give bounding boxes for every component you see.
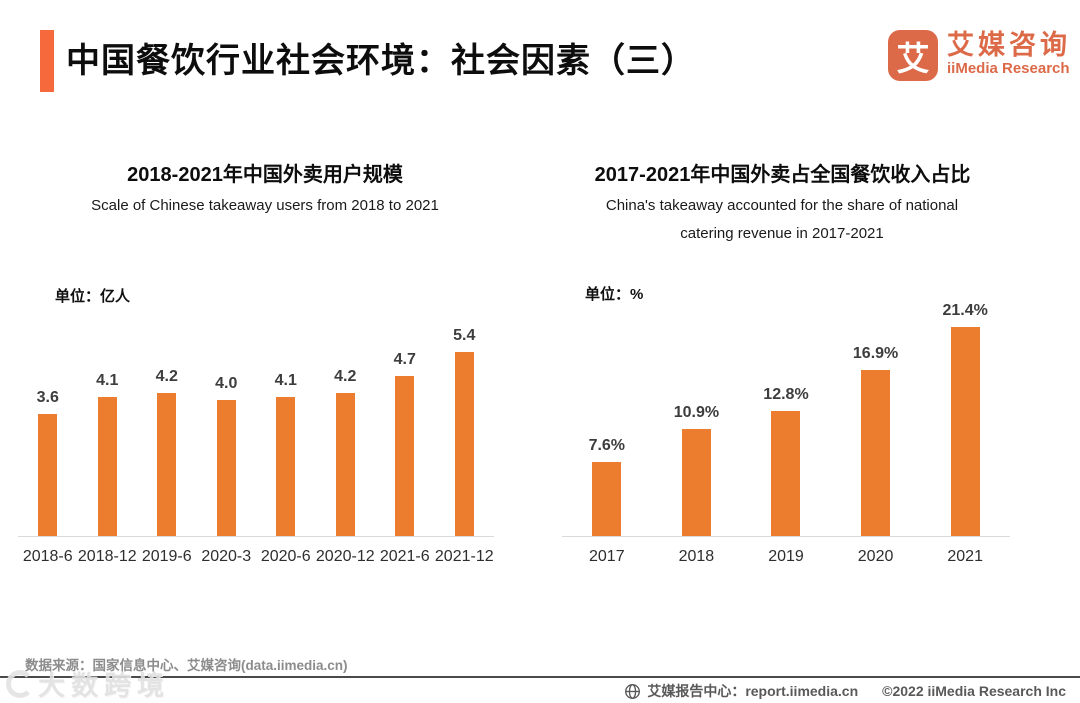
- bar-column: 4.1: [78, 322, 138, 536]
- bar-column: 12.8%: [741, 302, 831, 536]
- footer-right: 艾媒报告中心：report.iimedia.cn ©2022 iiMedia R…: [624, 681, 1066, 701]
- bar-value-label: 4.7: [393, 351, 416, 368]
- chart-share-x-axis: 2017 2018 2019 2020 2021: [562, 548, 1010, 566]
- copyright-text: ©2022 iiMedia Research Inc: [882, 683, 1066, 699]
- iimedia-logo: 艾 艾媒咨询 iiMedia Research: [888, 30, 1071, 81]
- bar-column: 21.4%: [920, 302, 1010, 536]
- bar: [681, 429, 711, 536]
- chart-share-unit-label: 单位：%: [585, 286, 644, 303]
- bar-column: 4.2: [316, 322, 376, 536]
- bar: [861, 370, 891, 536]
- category-label: 2018: [678, 548, 715, 565]
- bar-column: 7.6%: [562, 302, 652, 536]
- title-accent-bar: [40, 30, 54, 92]
- category-label: 2020: [857, 548, 894, 565]
- chart-users-title: 2018-2021年中国外卖用户规模: [127, 164, 403, 186]
- bar: [771, 411, 801, 536]
- bar-value-label: 12.8%: [763, 386, 809, 403]
- chart-share-plot: 7.6% 10.9% 12.8% 16.9% 21.4%: [562, 302, 1010, 537]
- bar-value-label: 4.1: [96, 372, 119, 389]
- bar-value-label: 4.2: [334, 368, 357, 385]
- globe-icon: [624, 683, 641, 700]
- bar-value-label: 16.9%: [852, 345, 899, 362]
- bar: [97, 397, 117, 536]
- logo-name-cn: 艾媒咨询: [947, 30, 1071, 60]
- category-label: 2018-12: [77, 548, 137, 565]
- bar: [950, 327, 980, 536]
- category-label: 2021: [947, 548, 983, 565]
- category-label: 2019: [768, 548, 804, 565]
- bar-column: 4.1: [256, 322, 316, 536]
- category-label: 2020-3: [201, 548, 252, 565]
- chart-users-unit-label: 单位：亿人: [55, 288, 131, 305]
- bar-column: 4.0: [197, 322, 257, 536]
- chart-share-title: 2017-2021年中国外卖占全国餐饮收入占比: [594, 164, 971, 186]
- bar-column: 16.9%: [831, 302, 921, 536]
- chart-users-plot: 3.6 4.1 4.2 4.0 4.1 4.2 4.7 5.4: [18, 322, 494, 537]
- bar-column: 3.6: [18, 322, 78, 536]
- bar: [157, 393, 177, 536]
- bar: [335, 393, 355, 536]
- bar: [395, 376, 415, 536]
- bar-value-label: 4.1: [274, 372, 297, 389]
- bar-column: 4.2: [137, 322, 197, 536]
- logo-symbol: 艾: [896, 39, 930, 77]
- bar-column: 10.9%: [652, 302, 742, 536]
- bar-value-label: 4.2: [155, 368, 178, 385]
- bar-value-label: 4.0: [215, 375, 238, 392]
- category-label: 2021-6: [379, 548, 430, 565]
- category-label: 2020-12: [315, 548, 375, 565]
- bar: [216, 400, 236, 536]
- category-label: 2019-6: [141, 548, 192, 565]
- category-label: 2021-12: [434, 548, 494, 565]
- bar-value-label: 7.6%: [588, 437, 626, 454]
- footer-divider: [0, 676, 1080, 678]
- bar-value-label: 10.9%: [673, 404, 720, 421]
- data-source-note: 数据来源：国家信息中心、艾媒咨询(data.iimedia.cn): [25, 658, 348, 673]
- page-title: 中国餐饮行业社会环境：社会因素（三）: [66, 42, 696, 80]
- chart-share-subtitle: China's takeaway accounted for the share…: [605, 197, 959, 242]
- category-label: 2018-6: [22, 548, 73, 565]
- bar-value-label: 5.4: [453, 327, 476, 344]
- bar: [592, 462, 622, 536]
- bar: [276, 397, 296, 536]
- bar-column: 5.4: [435, 322, 495, 536]
- bar-value-label: 21.4%: [942, 302, 988, 319]
- logo-text: 艾媒咨询 iiMedia Research: [947, 30, 1071, 77]
- bar-value-label: 3.6: [36, 389, 59, 406]
- bar: [454, 352, 474, 536]
- chart-users-subtitle: Scale of Chinese takeaway users from 201…: [91, 197, 439, 214]
- logo-name-en: iiMedia Research: [947, 60, 1070, 77]
- bar-column: 4.7: [375, 322, 435, 536]
- bar: [38, 414, 58, 536]
- report-center-link[interactable]: 艾媒报告中心：report.iimedia.cn: [647, 683, 859, 699]
- category-label: 2017: [589, 548, 625, 565]
- iimedia-logo-icon: 艾: [888, 30, 938, 81]
- chart-users-x-axis: 2018-6 2018-12 2019-6 2020-3 2020-6 2020-12 20…: [18, 548, 494, 566]
- category-label: 2020-6: [260, 548, 311, 565]
